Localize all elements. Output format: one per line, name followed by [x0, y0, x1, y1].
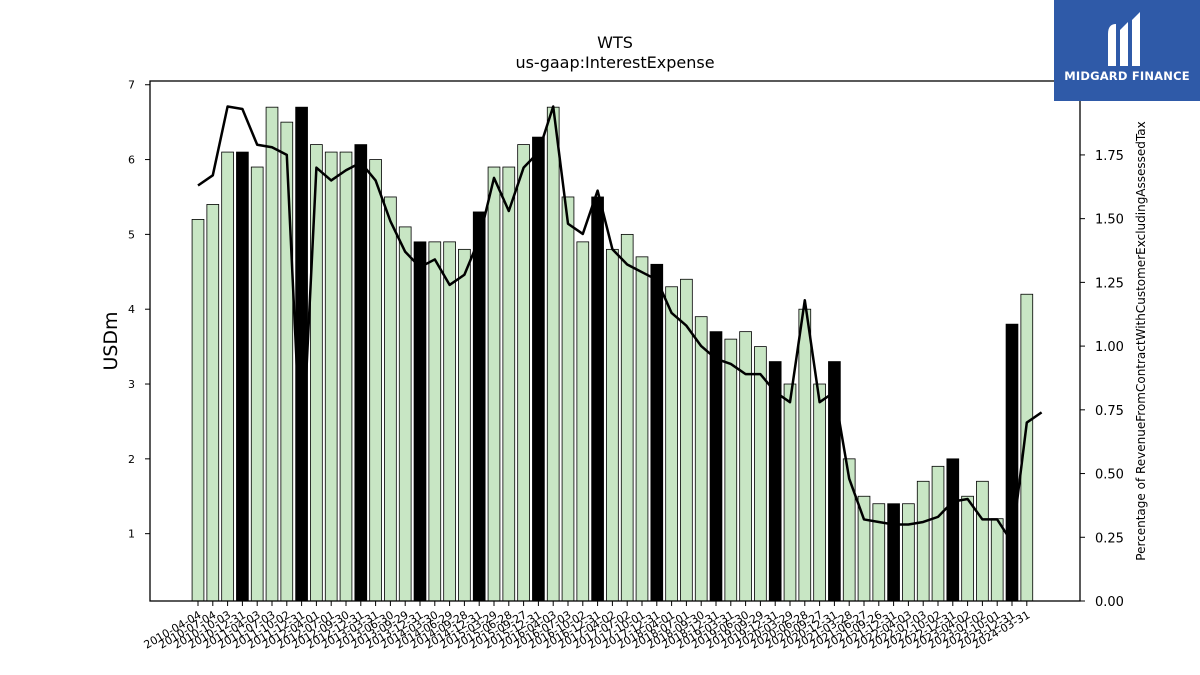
right-tick-label: 0.50 — [1095, 468, 1124, 483]
bar — [398, 226, 412, 602]
bar — [502, 166, 516, 602]
bar — [517, 144, 530, 602]
bar — [221, 151, 234, 602]
bar — [976, 480, 989, 602]
bar — [961, 495, 974, 602]
bar — [458, 248, 471, 602]
bar — [1005, 323, 1019, 602]
bar — [472, 211, 486, 602]
bar — [324, 151, 338, 602]
x-axis: 2010-04-042010-07-042010-10-032010-12-31… — [142, 601, 1032, 652]
bar — [546, 106, 560, 602]
bar — [916, 480, 930, 602]
line-group — [197, 105, 1043, 544]
brand-name: MIDGARD FINANCE — [1064, 69, 1190, 83]
bar — [236, 151, 249, 602]
left-tick-label: 4 — [128, 303, 135, 316]
bar — [295, 106, 308, 602]
midgard-m-mark-icon — [1108, 12, 1140, 66]
bar — [798, 308, 812, 602]
bar — [280, 121, 294, 602]
bar — [650, 263, 664, 602]
bar — [265, 106, 279, 602]
right-axis: 0.00 0.25 0.50 0.75 1.00 1.25 1.50 1.75 — [1080, 149, 1124, 610]
right-tick-label: 1.50 — [1095, 213, 1124, 228]
bar — [443, 241, 456, 602]
left-tick-label: 1 — [128, 528, 135, 541]
right-tick-label: 0.25 — [1095, 531, 1124, 546]
left-tick-label: 5 — [128, 228, 135, 241]
bar — [709, 331, 723, 602]
bar — [724, 338, 738, 602]
bar — [635, 256, 649, 602]
bar — [339, 151, 353, 602]
bar — [384, 196, 397, 602]
bar — [428, 241, 442, 602]
bar — [990, 518, 1004, 602]
bar — [606, 248, 619, 602]
plot-frame — [149, 80, 1081, 602]
bar — [620, 233, 634, 602]
bar — [413, 241, 427, 602]
bar — [694, 316, 708, 602]
bar — [191, 219, 205, 602]
bar — [946, 458, 960, 602]
chart-title: WTS — [597, 33, 633, 52]
right-tick-label: 1.25 — [1095, 276, 1124, 291]
right-tick-label: 1.75 — [1095, 149, 1124, 164]
bar — [591, 196, 604, 602]
bar — [369, 159, 382, 602]
bar — [902, 503, 915, 602]
left-tick-label: 6 — [128, 154, 135, 167]
left-tick-label: 3 — [128, 378, 135, 391]
series-line — [197, 105, 1043, 544]
left-tick-label: 2 — [128, 453, 135, 466]
bar — [813, 383, 826, 602]
left-axis: 1 2 3 4 5 6 7 — [128, 79, 150, 541]
bar — [665, 286, 678, 602]
bar — [310, 144, 323, 602]
left-tick-label: 7 — [128, 79, 135, 92]
bars-group — [191, 106, 1034, 602]
y-axis-label: USDm — [100, 311, 122, 370]
bar — [206, 204, 220, 602]
right-tick-label: 0.75 — [1095, 404, 1124, 419]
bar — [857, 495, 871, 602]
bar — [532, 136, 545, 602]
bar — [887, 503, 900, 602]
brand-logo: MIDGARD FINANCE — [1054, 0, 1200, 101]
bar — [768, 361, 782, 602]
bar — [354, 144, 368, 602]
right-tick-label: 1.00 — [1095, 340, 1124, 355]
bar — [872, 503, 886, 602]
right-tick-label: 0.00 — [1095, 595, 1124, 610]
chart-subtitle: us-gaap:InterestExpense — [515, 53, 714, 72]
right-axis-label: Percentage of RevenueFromContractWithCus… — [1134, 121, 1148, 560]
bar — [754, 346, 767, 602]
bar — [931, 465, 945, 602]
bar — [783, 383, 797, 602]
bar — [576, 241, 590, 602]
bar — [487, 166, 501, 602]
bar — [561, 196, 575, 602]
bar — [250, 166, 264, 602]
